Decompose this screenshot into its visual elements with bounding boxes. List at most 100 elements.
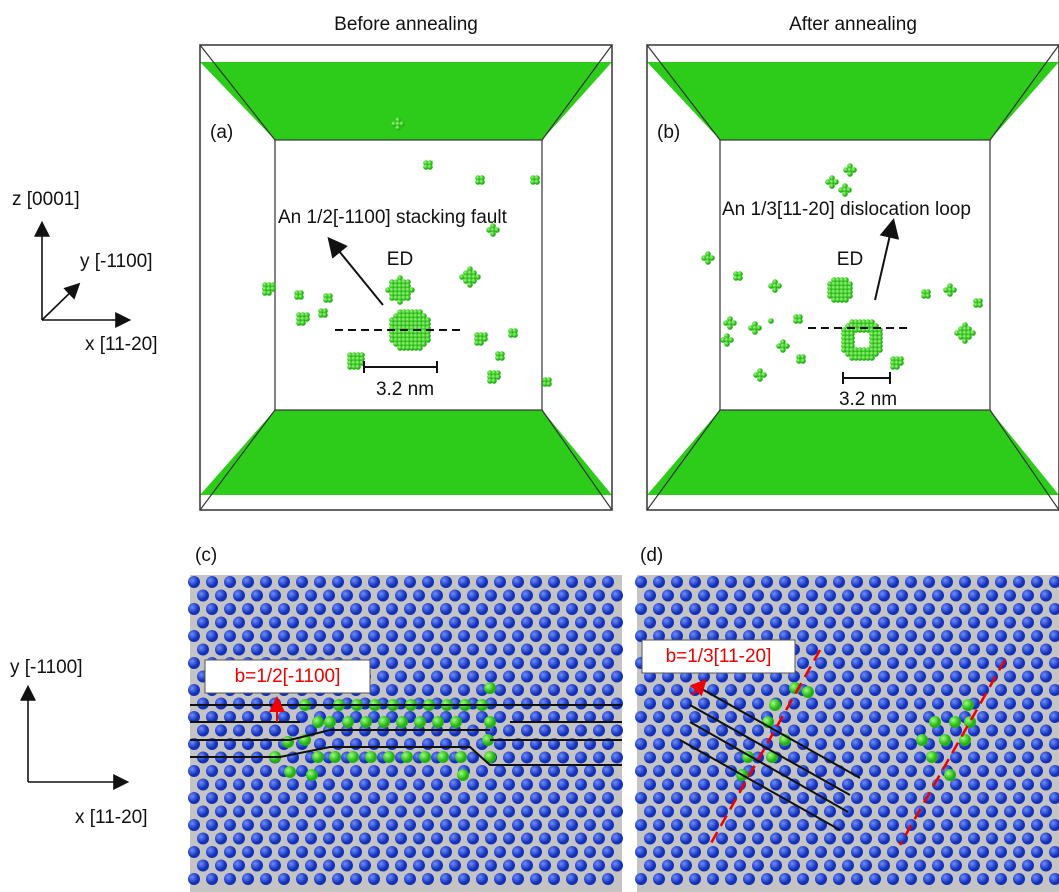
atom <box>224 792 236 804</box>
atom <box>395 806 407 818</box>
atom <box>941 657 953 669</box>
atom <box>575 698 587 710</box>
atom <box>440 657 452 669</box>
atom <box>548 630 560 642</box>
atom <box>1040 590 1052 602</box>
atom <box>296 603 308 615</box>
atom <box>233 617 245 629</box>
atom <box>584 846 596 858</box>
atom <box>1004 644 1016 656</box>
atom <box>752 860 764 872</box>
atom <box>341 590 353 602</box>
atom <box>242 576 254 588</box>
atom <box>689 765 701 777</box>
atom <box>644 860 656 872</box>
figure: Before annealing After annealing (a) (b)… <box>0 0 1059 892</box>
atom <box>287 590 299 602</box>
atom <box>914 644 926 656</box>
atom <box>422 819 434 831</box>
atom <box>602 819 614 831</box>
atom <box>602 603 614 615</box>
atom <box>932 806 944 818</box>
atom <box>995 576 1007 588</box>
atom <box>1040 644 1052 656</box>
green-atom <box>419 751 431 763</box>
cluster-atom <box>478 340 484 346</box>
atom <box>476 846 488 858</box>
cluster-atom <box>966 334 972 340</box>
atom <box>602 765 614 777</box>
atom <box>197 725 209 737</box>
atom <box>566 657 578 669</box>
atom <box>860 617 872 629</box>
atom <box>815 657 827 669</box>
cluster-atom <box>797 318 803 324</box>
atom <box>653 765 665 777</box>
atom <box>548 792 560 804</box>
atom <box>950 860 962 872</box>
atom <box>842 779 854 791</box>
green-atom <box>769 699 781 711</box>
atom <box>707 846 719 858</box>
green-atom <box>916 734 928 746</box>
atom <box>779 846 791 858</box>
atom <box>413 806 425 818</box>
atom <box>842 725 854 737</box>
atom <box>797 792 809 804</box>
atom <box>1040 860 1052 872</box>
atom <box>662 590 674 602</box>
atom <box>413 617 425 629</box>
atom <box>611 617 623 629</box>
atom <box>197 698 209 710</box>
scale-bar <box>843 372 890 384</box>
atom <box>188 846 200 858</box>
atom <box>368 603 380 615</box>
atom <box>305 644 317 656</box>
axis-label: y [-1100] <box>10 657 83 678</box>
atom <box>206 819 218 831</box>
atom <box>977 792 989 804</box>
atom <box>914 617 926 629</box>
atom <box>860 806 872 818</box>
atom <box>734 617 746 629</box>
atom <box>842 698 854 710</box>
atom <box>215 725 227 737</box>
atom <box>359 860 371 872</box>
atom <box>476 792 488 804</box>
atom <box>824 725 836 737</box>
atom <box>1040 725 1052 737</box>
plane <box>647 410 1059 495</box>
atom <box>932 590 944 602</box>
cluster-atom <box>421 341 427 347</box>
atom <box>197 806 209 818</box>
cluster-atom <box>843 297 849 303</box>
atom <box>671 873 683 885</box>
atom <box>314 630 326 642</box>
atom <box>824 617 836 629</box>
atom <box>440 576 452 588</box>
atom <box>197 590 209 602</box>
atom <box>1022 617 1034 629</box>
atom <box>815 873 827 885</box>
atom <box>575 806 587 818</box>
atom <box>653 738 665 750</box>
cluster-atom <box>925 293 931 299</box>
atom <box>950 671 962 683</box>
atom <box>440 630 452 642</box>
cluster-atom <box>724 341 730 347</box>
atom <box>251 698 263 710</box>
atom <box>584 630 596 642</box>
atom <box>467 590 479 602</box>
atom <box>1004 725 1016 737</box>
atom <box>896 617 908 629</box>
atom <box>833 630 845 642</box>
atom <box>653 576 665 588</box>
atom <box>593 779 605 791</box>
atom <box>503 860 515 872</box>
atom <box>611 860 623 872</box>
atom <box>707 873 719 885</box>
atom <box>521 752 533 764</box>
atom <box>287 617 299 629</box>
atom <box>851 846 863 858</box>
atom <box>662 617 674 629</box>
